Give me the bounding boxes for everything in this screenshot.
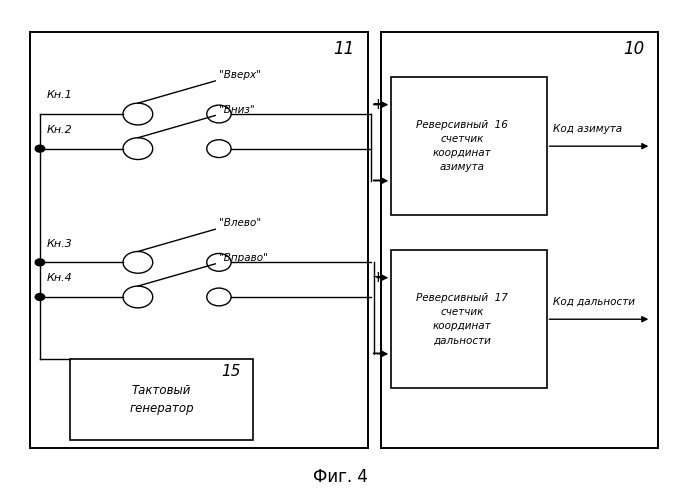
FancyBboxPatch shape: [70, 359, 253, 440]
FancyBboxPatch shape: [381, 32, 658, 448]
Circle shape: [35, 259, 45, 266]
Text: −: −: [370, 172, 385, 190]
Text: Код азимута: Код азимута: [553, 124, 622, 134]
Text: −: −: [370, 345, 385, 363]
Text: Кн.3: Кн.3: [47, 238, 72, 248]
Text: "Влево": "Влево": [219, 218, 261, 228]
Circle shape: [35, 294, 45, 300]
Text: Тактовый
генератор: Тактовый генератор: [129, 384, 194, 415]
Text: "Вниз": "Вниз": [219, 104, 254, 115]
Text: "Вправо": "Вправо": [219, 253, 268, 263]
Text: Фиг. 4: Фиг. 4: [313, 468, 368, 486]
Text: Кн.1: Кн.1: [47, 90, 72, 100]
Circle shape: [35, 145, 45, 152]
Text: Реверсивный  16
счетчик
координат
азимута: Реверсивный 16 счетчик координат азимута: [416, 120, 508, 172]
Text: "Вверх": "Вверх": [219, 70, 261, 80]
Text: 10: 10: [623, 40, 644, 58]
Text: +: +: [371, 97, 384, 112]
FancyBboxPatch shape: [391, 77, 547, 216]
Text: Реверсивный  17
счетчик
координат
дальности: Реверсивный 17 счетчик координат дальнос…: [416, 293, 508, 345]
Text: +: +: [371, 270, 384, 285]
Text: Кн.2: Кн.2: [47, 125, 72, 135]
Text: Код дальности: Код дальности: [553, 297, 635, 307]
FancyBboxPatch shape: [30, 32, 368, 448]
Text: 15: 15: [221, 364, 240, 378]
FancyBboxPatch shape: [391, 250, 547, 388]
Text: Кн.4: Кн.4: [47, 273, 72, 283]
Text: 11: 11: [333, 40, 354, 58]
